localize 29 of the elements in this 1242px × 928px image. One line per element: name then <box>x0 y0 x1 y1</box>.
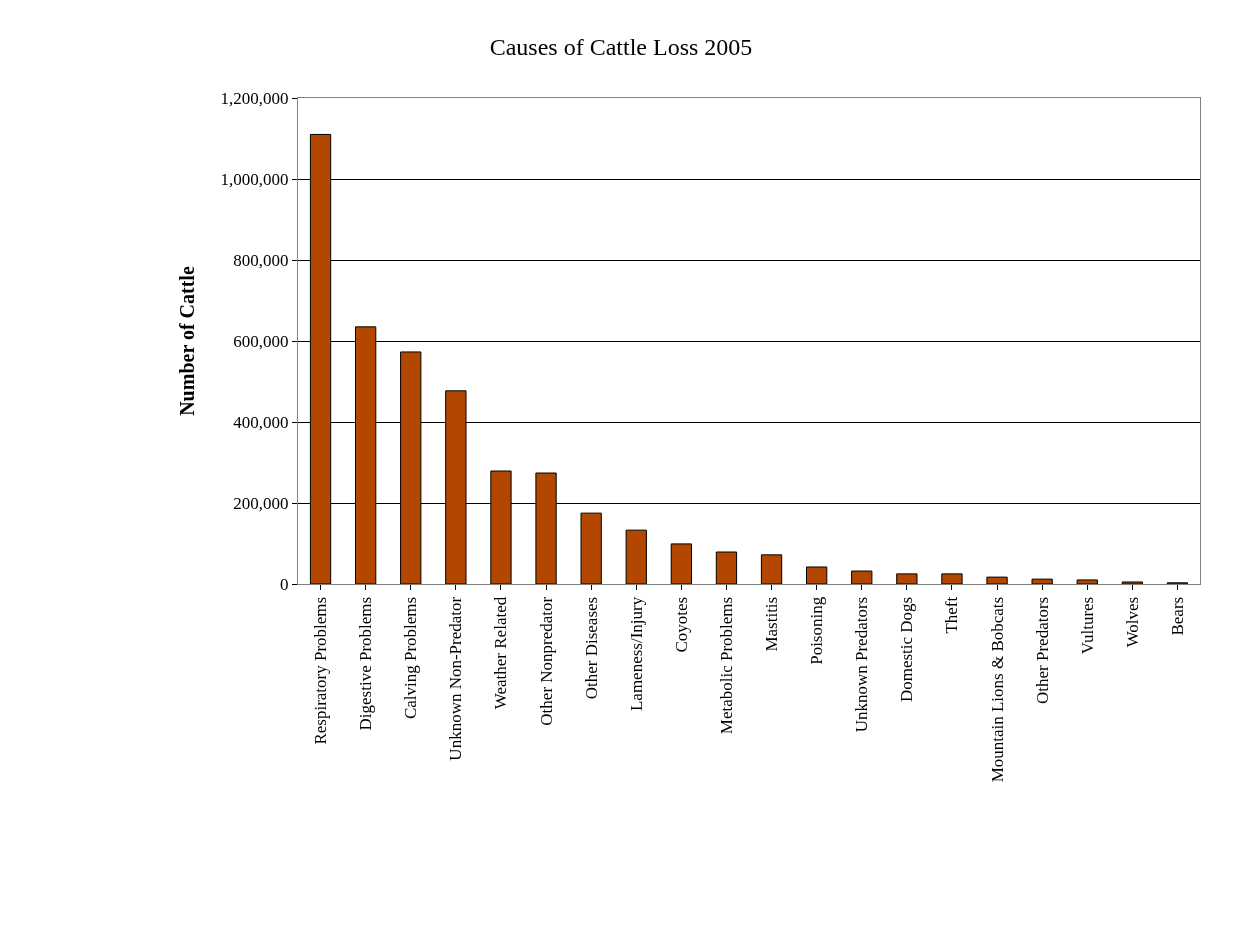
x-tick-label: Metabolic Problems <box>716 596 736 735</box>
y-tick-label: 600,000 <box>233 331 289 351</box>
y-tick-label: 1,000,000 <box>220 169 289 189</box>
x-tick-label: Other Predators <box>1032 596 1052 704</box>
x-tick-label: Bears <box>1167 596 1187 636</box>
x-tick-label: Mastitis <box>762 596 782 652</box>
x-tick-label: Unknown Non-Predator <box>446 596 466 761</box>
y-tick-label: 1,200,000 <box>220 88 289 108</box>
x-tick-label: Poisoning <box>807 596 827 665</box>
x-tick-label: Calving Problems <box>401 596 421 720</box>
x-tick-label: Wolves <box>1122 596 1142 648</box>
x-tick-label: Mountain Lions & Bobcats <box>987 596 1007 783</box>
y-tick-label: 200,000 <box>233 493 289 513</box>
x-tick-label: Theft <box>942 596 962 634</box>
x-tick-label: Unknown Predators <box>852 596 872 733</box>
x-tick-label: Other Diseases <box>581 596 601 700</box>
y-axis-title: Number of Cattle <box>176 266 199 416</box>
y-tick-label: 400,000 <box>233 412 289 432</box>
x-tick-label: Other Nonpredator <box>536 596 556 726</box>
x-tick-label: Weather Related <box>491 596 511 710</box>
y-tick-label: 800,000 <box>233 250 289 270</box>
x-tick-label: Respiratory Problems <box>311 596 331 745</box>
x-tick-label: Domestic Dogs <box>897 596 917 703</box>
y-tick-label: 0 <box>280 574 289 594</box>
x-tick-label: Coyotes <box>671 596 691 653</box>
x-tick-label: Vultures <box>1077 596 1097 655</box>
x-tick-label: Digestive Problems <box>356 596 376 731</box>
x-tick-label: Lameness/Injury <box>626 596 646 712</box>
chart-title: Causes of Cattle Loss 2005 <box>489 33 753 60</box>
